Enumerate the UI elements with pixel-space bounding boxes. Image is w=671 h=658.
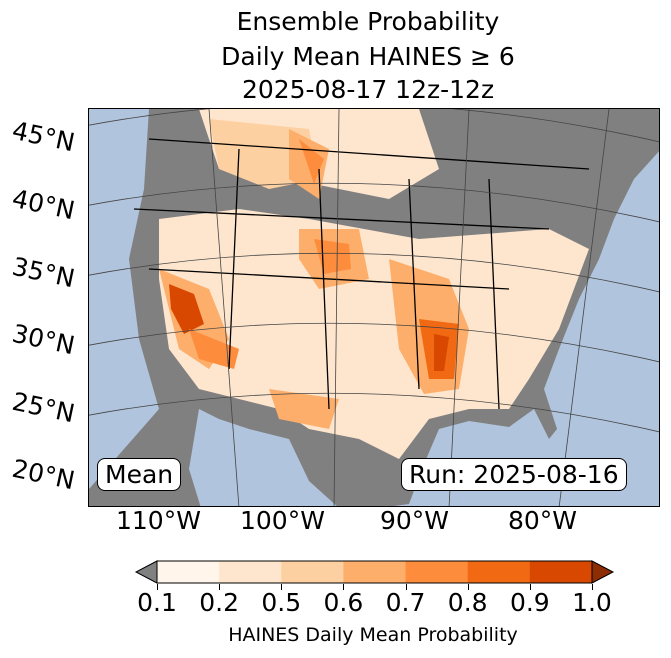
colorbar-label: HAINES Daily Mean Probability (228, 624, 518, 646)
colorbar-tick (405, 584, 407, 590)
colorbar-segment (281, 561, 344, 583)
colorbar-under-extension (134, 560, 158, 584)
lat-label-45: 45°N (9, 115, 78, 158)
title-line-3: 2025-08-17 12z-12z (241, 75, 495, 104)
state-borders (133, 138, 590, 410)
colorbar-segment (467, 561, 531, 583)
colorbar-segment (529, 561, 593, 583)
colorbar-over-extension (591, 560, 615, 584)
lat-label-20: 20°N (9, 453, 78, 496)
lon-label-80: 80°W (508, 506, 578, 535)
lon-label-110: 110°W (116, 506, 201, 535)
colorbar-tick-label: 0.5 (261, 588, 302, 617)
colorbar-tick (343, 584, 345, 590)
colorbar-segment (343, 561, 406, 583)
mean-label: Mean (97, 458, 182, 491)
colorbar-tick-label: 0.8 (447, 588, 488, 617)
colorbar-tick (591, 584, 593, 590)
lat-label-40: 40°N (9, 183, 78, 226)
colorbar (134, 560, 615, 584)
lon-label-100: 100°W (240, 506, 325, 535)
lon-label-90: 90°W (380, 506, 450, 535)
colorbar-segment (157, 561, 220, 583)
colorbar-tick (219, 584, 221, 590)
title-line-2: Daily Mean HAINES ≥ 6 (221, 42, 515, 71)
colorbar-segment (405, 561, 469, 583)
colorbar-tick-label: 0.7 (385, 588, 426, 617)
colorbar-tick (467, 584, 469, 590)
colorbar-tick-label: 1.0 (572, 588, 612, 617)
title-line-1: Ensemble Probability (236, 7, 500, 36)
colorbar-tick (157, 584, 158, 590)
colorbar-tick (281, 584, 283, 590)
colorbar-segment (219, 561, 282, 583)
probability-map (88, 108, 660, 507)
probability-blobs (159, 109, 589, 459)
colorbar-tick-label: 0.9 (509, 588, 550, 617)
lat-label-35: 35°N (9, 251, 78, 294)
lat-label-30: 30°N (9, 318, 78, 361)
colorbar-tick-label: 0.2 (199, 588, 239, 617)
lat-label-25: 25°N (9, 386, 78, 429)
run-label: Run: 2025-08-16 (401, 458, 627, 491)
graticule (89, 109, 659, 506)
colorbar-tick (529, 584, 531, 590)
colorbar-tick-label: 0.6 (323, 588, 364, 617)
colorbar-tick-label: 0.1 (137, 588, 177, 617)
